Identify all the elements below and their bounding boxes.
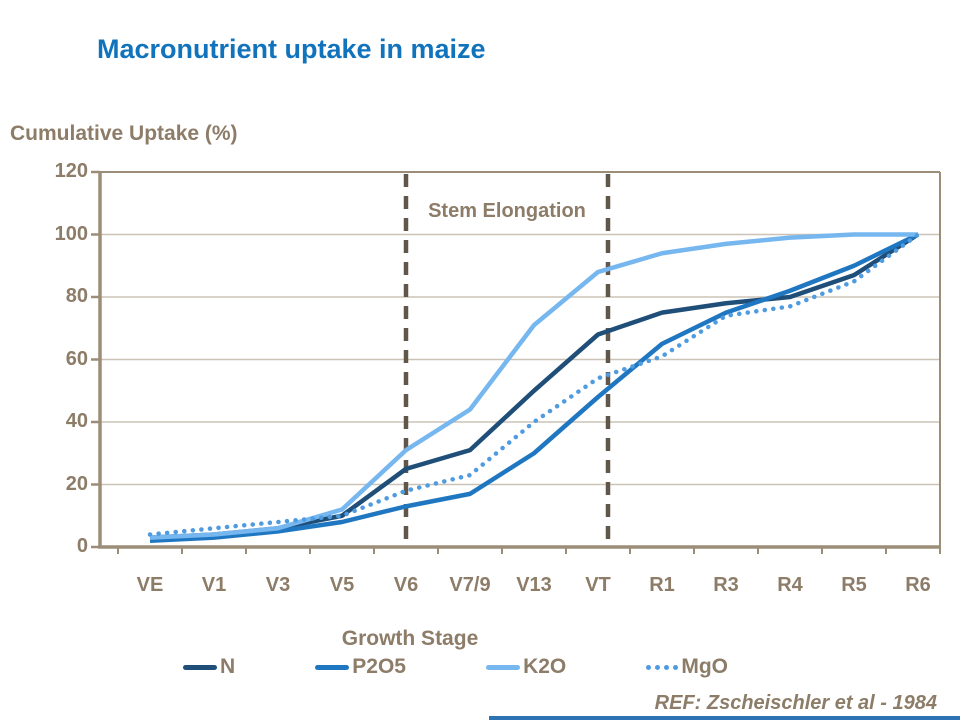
x-axis-title: Growth Stage bbox=[341, 627, 479, 650]
x-tick-label-V3: V3 bbox=[265, 574, 291, 596]
legend-dot bbox=[664, 664, 670, 670]
legend-item-K2O: K2O bbox=[486, 655, 566, 679]
legend-label-K2O: K2O bbox=[523, 655, 567, 678]
series-line-N bbox=[149, 232, 920, 540]
x-tick-label-V5: V5 bbox=[329, 574, 355, 596]
legend-swatch-N bbox=[183, 664, 217, 670]
x-tick-label-V1: V1 bbox=[201, 574, 227, 596]
y-tick-label-100: 100 bbox=[54, 222, 88, 245]
legend-dot bbox=[646, 664, 652, 670]
x-tick-label-R1: R1 bbox=[649, 574, 675, 596]
chart-legend: N P2O5 K2O MgO bbox=[183, 653, 728, 681]
legend-item-N: N bbox=[183, 655, 235, 679]
legend-swatch-P2O5 bbox=[315, 664, 350, 670]
legend-dot bbox=[673, 664, 679, 670]
y-tick-label-20: 20 bbox=[65, 472, 88, 495]
reference-citation: REF: Zscheischler et al - 1984 bbox=[654, 692, 937, 714]
y-tick-label-120: 120 bbox=[54, 160, 88, 182]
y-tick-label-40: 40 bbox=[65, 410, 88, 432]
legend-label-MgO: MgO bbox=[681, 655, 728, 678]
x-tick-label-R5: R5 bbox=[841, 574, 867, 596]
legend-swatch-MgO bbox=[646, 664, 679, 670]
legend-label-N: N bbox=[220, 655, 236, 678]
legend-label-P2O5: P2O5 bbox=[352, 655, 406, 678]
series-line-K2O bbox=[149, 232, 918, 540]
x-tick-label-R6: R6 bbox=[905, 574, 931, 596]
series-line-MgO bbox=[147, 232, 921, 537]
y-axis-title: Cumulative Uptake (%) bbox=[10, 122, 238, 145]
x-tick-label-R4: R4 bbox=[777, 574, 803, 596]
x-tick-label-V6: V6 bbox=[393, 574, 419, 596]
series-line-P2O5 bbox=[149, 232, 919, 543]
x-tick-label-VT: VT bbox=[585, 574, 611, 596]
legend-item-MgO: MgO bbox=[646, 655, 728, 679]
x-tick-label-V7/9: V7/9 bbox=[449, 574, 491, 596]
x-tick-label-V13: V13 bbox=[516, 574, 552, 596]
x-tick-label-VE: VE bbox=[136, 574, 164, 596]
chart-title: Macronutrient uptake in maize bbox=[97, 34, 486, 64]
legend-swatch-K2O bbox=[486, 664, 521, 670]
y-tick-label-0: 0 bbox=[76, 535, 88, 557]
footer-accent-bar bbox=[489, 716, 960, 720]
stem-elongation-annotation: Stem Elongation bbox=[428, 200, 586, 222]
x-tick-label-R3: R3 bbox=[713, 574, 739, 596]
y-tick-label-80: 80 bbox=[65, 285, 88, 307]
y-tick-label-60: 60 bbox=[65, 347, 88, 370]
legend-dot bbox=[655, 664, 661, 670]
legend-item-P2O5: P2O5 bbox=[315, 655, 406, 679]
